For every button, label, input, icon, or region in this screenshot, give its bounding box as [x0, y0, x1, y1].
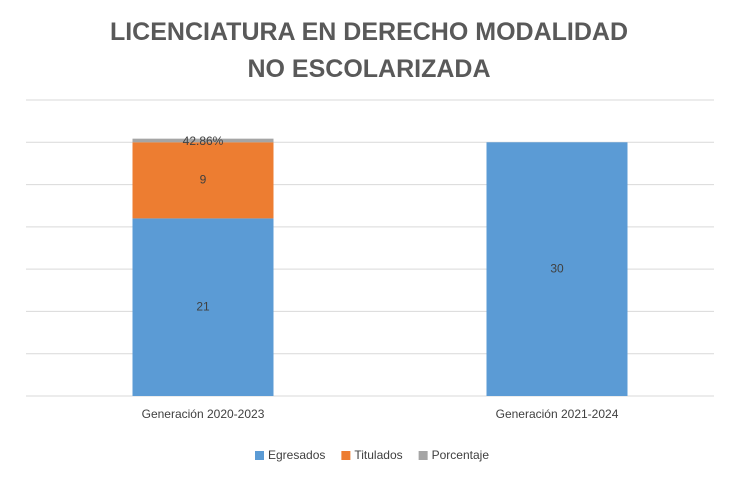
bar-segment [132, 142, 274, 219]
bar-segment [132, 218, 274, 396]
chart-title: LICENCIATURA EN DERECHO MODALIDAD NO ESC… [109, 18, 629, 83]
data-label: 21 [196, 299, 210, 313]
legend-swatch [341, 451, 351, 460]
data-label: 9 [200, 173, 207, 187]
legend-label: Egresados [268, 448, 325, 462]
data-label: 30 [550, 261, 564, 275]
legend-swatch [418, 451, 428, 460]
legend-label: Titulados [354, 448, 402, 462]
x-tick-label: Generación 2020-2023 [142, 407, 265, 421]
x-tick-label: Generación 2021-2024 [496, 407, 619, 421]
legend-swatch [255, 451, 264, 460]
bar-segment [132, 138, 274, 143]
data-label: 42.86% [183, 134, 224, 148]
bar-segment [486, 142, 628, 396]
legend-label: Porcentaje [432, 448, 490, 462]
